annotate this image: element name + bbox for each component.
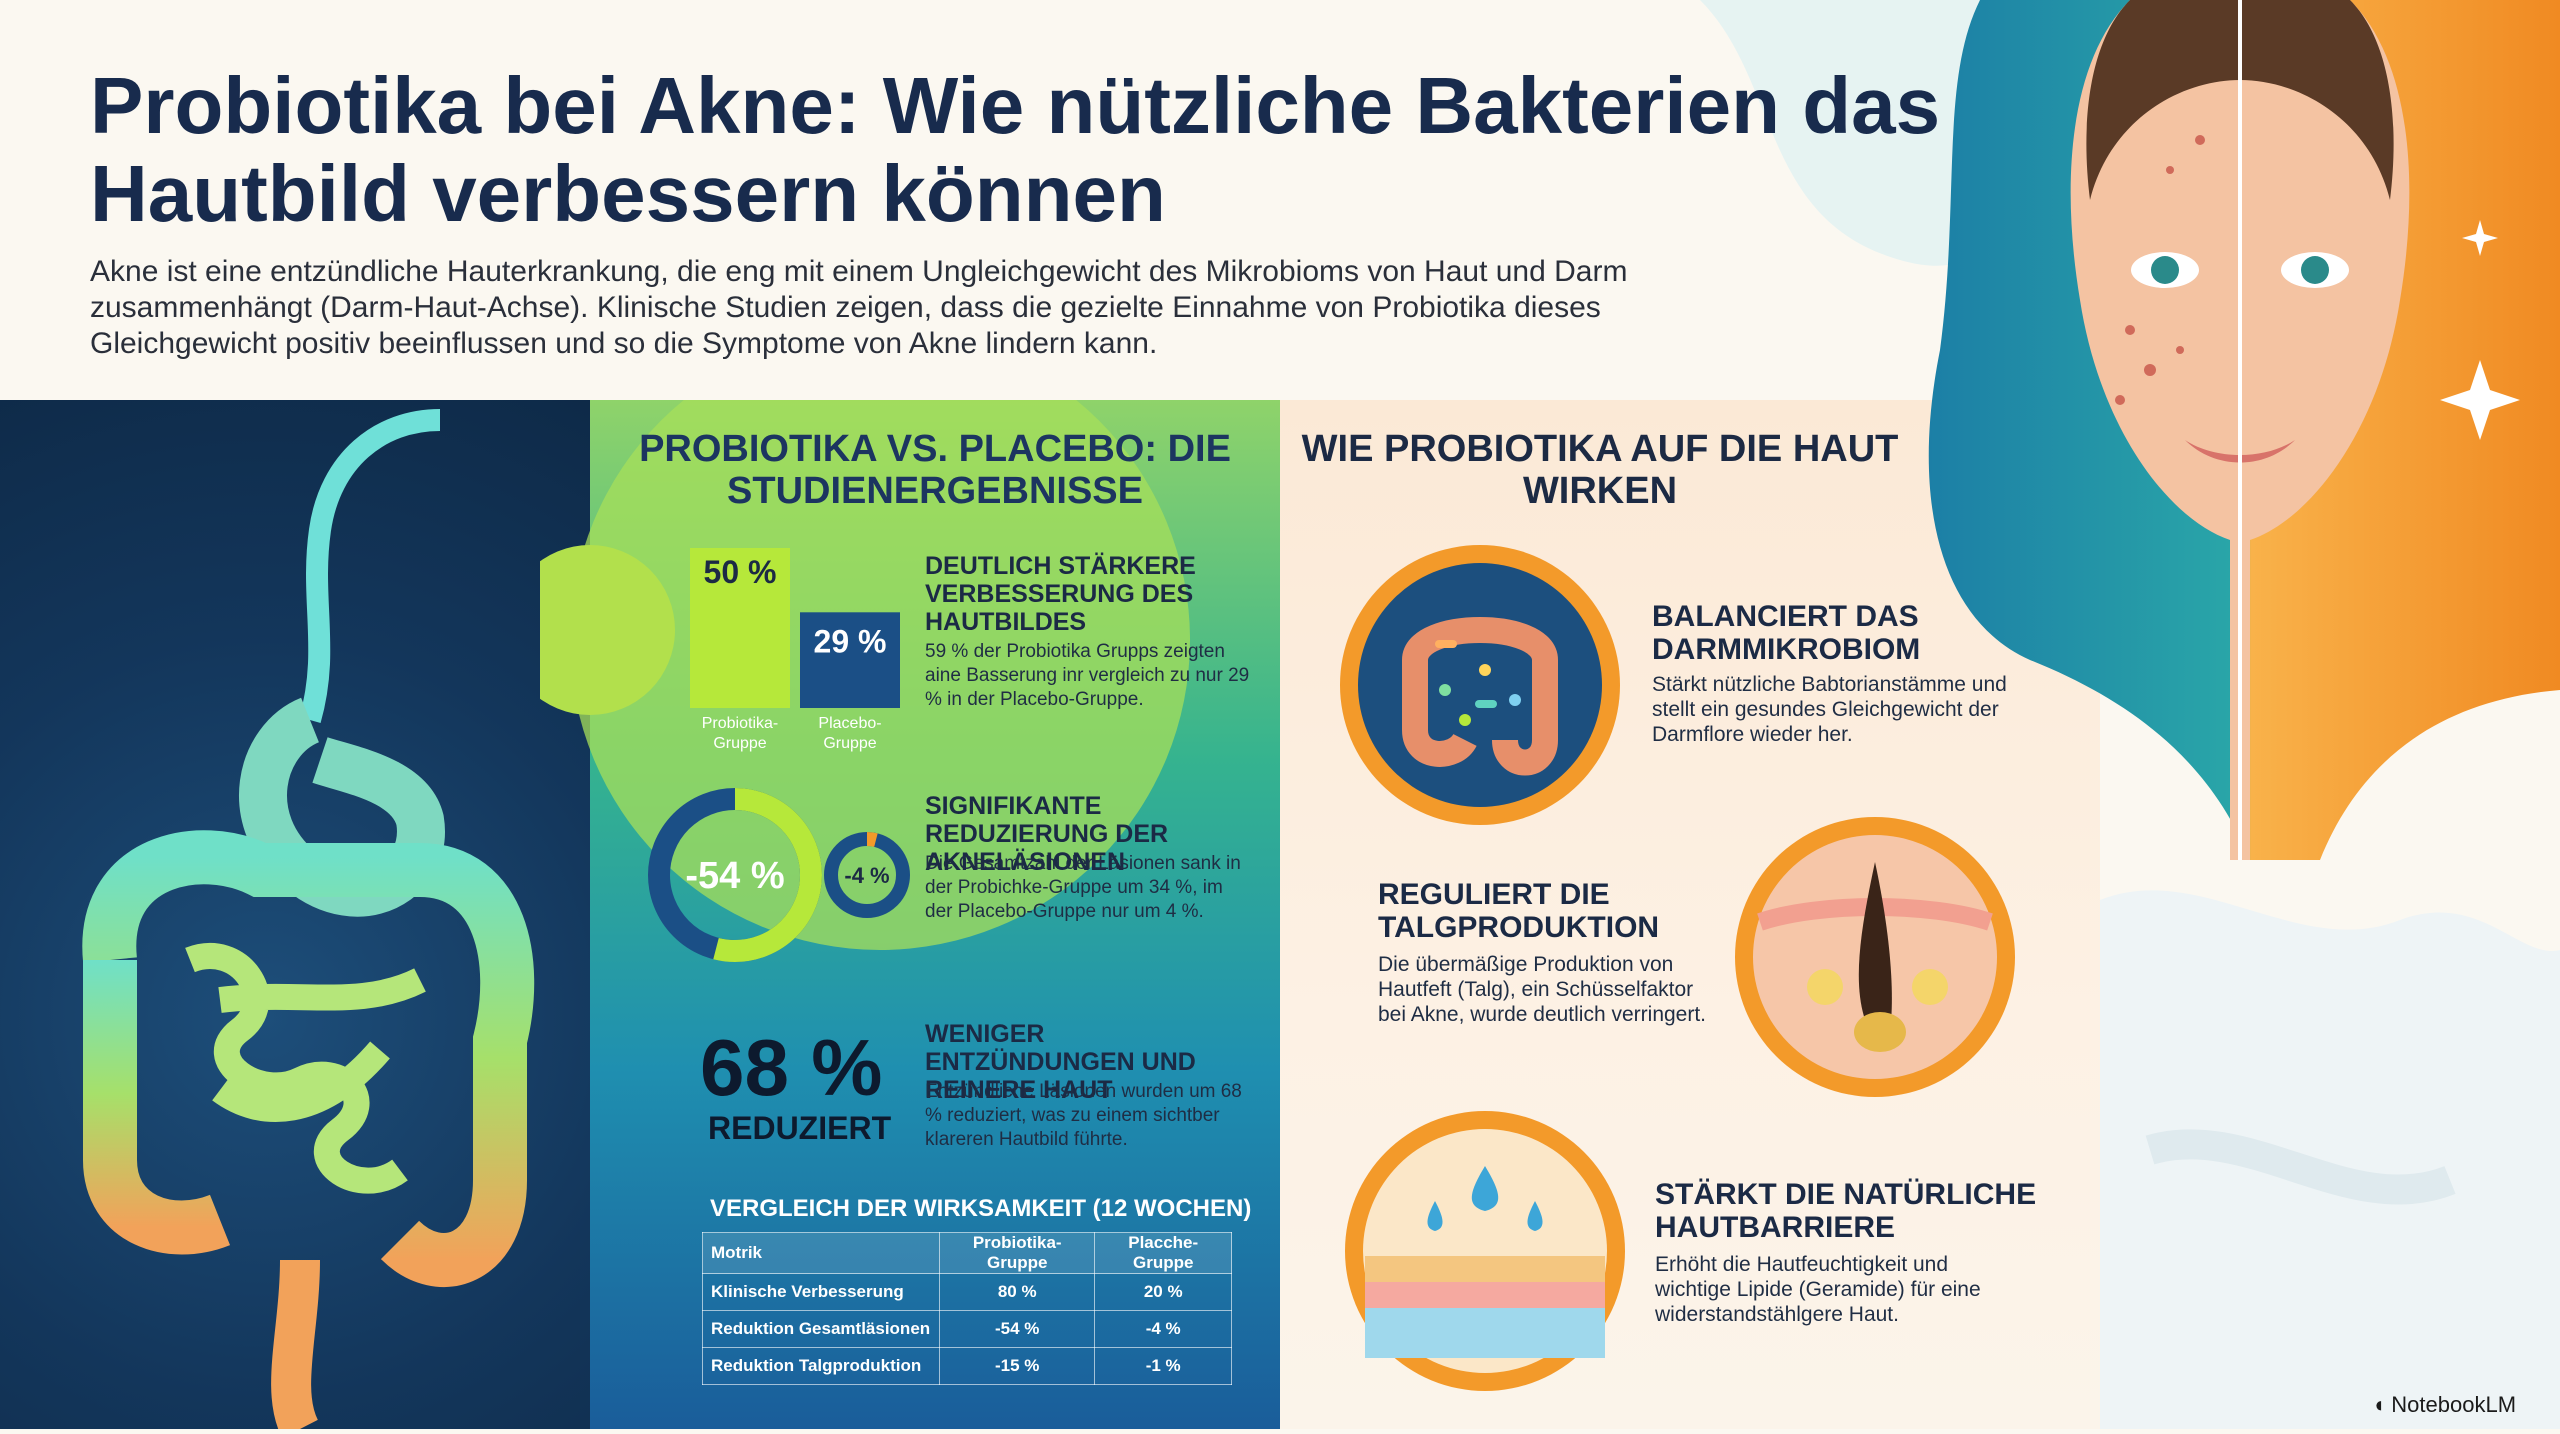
table-cell: 20 % [1094, 1273, 1232, 1311]
mechanism-heading: WIE PROBIOTIKA AUF DIE HAUT WIRKEN [1301, 428, 1899, 512]
table-cell: -1 % [1094, 1347, 1232, 1385]
gut-bacteria-icon [1340, 545, 1620, 825]
ring-placebo-progress [824, 832, 910, 918]
table-header-cell: Placche-Gruppe [1094, 1232, 1232, 1274]
table-cell: -15 % [938, 1347, 1096, 1385]
bar-placebo-label: Placebo-Gruppe [818, 715, 882, 752]
bar-probiotika [690, 548, 790, 708]
table-cell: Klinische Verbesserung [702, 1273, 940, 1311]
mechanism-item3-text: Erhöht die Hautfeuchtigkeit und wichtige… [1655, 1253, 1981, 1326]
comparison-table-title: VERGLEICH DER WIRKSAMKEIT (12 WOCHEN) [710, 1195, 1252, 1222]
notebooklm-icon: ◖ [2372, 1392, 2386, 1417]
table-row: Klinische Verbesserung 80 % 20 % [702, 1273, 1232, 1311]
study-item2-text: Die Gesamtzahl der Läsionen sank in der … [925, 853, 1241, 922]
brand-logo: ◖ NotebookLM [2372, 1392, 2516, 1418]
mechanism-item2-text: Die übermäßige Produktion von Hautfeft (… [1378, 953, 1707, 1026]
study-item1-text: 59 % der Probiotika Grupps zeigten aine … [925, 641, 1250, 710]
brand-name: NotebookLM [2391, 1392, 2517, 1417]
page-title: Probiotika bei Akne: Wie nützliche Bakte… [90, 61, 1941, 238]
mechanism-item3-heading: STÄRKT DIE NATÜRLICHE HAUTBARRIERE [1655, 1178, 2037, 1244]
bar-chart: 50 % 29 % [690, 548, 900, 708]
table-header-row: Motrik Probiotika-Gruppe Placche-Gruppe [702, 1232, 1232, 1274]
table-header-cell: Motrik [702, 1232, 940, 1274]
intro-text: Akne ist eine entzündliche Hauterkrankun… [90, 255, 1628, 360]
ring-charts: -54 % -4 % [648, 788, 910, 962]
study-heading: PROBIOTIKA VS. PLACEBO: DIE STUDIENERGEB… [639, 428, 1231, 512]
sebaceous-gland-icon [1735, 817, 2015, 1097]
digestive-tract-icon [82, 409, 535, 1434]
ring-probiotika-value: -54 % [685, 855, 784, 897]
bar-placebo [800, 612, 900, 708]
table-cell: 80 % [938, 1273, 1096, 1311]
mechanism-item2-heading: REGULIERT DIE TALGPRODUKTION [1378, 878, 1660, 944]
big-number: 68 % [700, 1023, 883, 1112]
table-cell: -4 % [1094, 1310, 1232, 1348]
bar-placebo-value: 29 % [814, 623, 887, 659]
table-cell: Reduktion Gesamtläsionen [702, 1310, 940, 1348]
mechanism-item1-heading: BALANCIERT DAS DARMMIKROBIOM [1652, 600, 1921, 666]
skin-barrier-icon [1345, 1111, 1625, 1391]
big-number-label: REDUZIERT [708, 1110, 892, 1146]
comparison-table: Motrik Probiotika-Gruppe Placche-Gruppe … [702, 1232, 1232, 1385]
bar-probiotika-label: Probiotika-Gruppe [701, 715, 779, 752]
study-item3-heading: WENIGER ENTZÜNDUNGEN UND REINERE HAUT [925, 1020, 1196, 1104]
study-item1-heading: DEUTLICH STÄRKERE VERBESSERUNG DES HAUTB… [925, 552, 1196, 636]
study-item2-heading: SIGNIFIKANTE REDUZIERUNG DER AKNELÄSIONE… [925, 792, 1169, 876]
bar-probiotika-value: 50 % [704, 554, 777, 590]
study-item3-text: Entzündliche Läsionen wurden um 68 % red… [925, 1081, 1242, 1150]
mechanism-item1-text: Stärkt nützliche Babtorianstämme und ste… [1652, 673, 2007, 746]
table-header-cell: Probiotika-Gruppe [938, 1232, 1096, 1274]
face-illustration [1928, 0, 2560, 860]
table-row: Reduktion Gesamtläsionen -54 % -4 % [702, 1310, 1232, 1348]
gut-illustration-panel [0, 400, 590, 1434]
table-row: Reduktion Talgproduktion -15 % -1 % [702, 1347, 1232, 1385]
table-cell: Reduktion Talgproduktion [702, 1347, 940, 1385]
table-cell: -54 % [938, 1310, 1096, 1348]
ring-probiotika-progress [648, 788, 822, 962]
ring-placebo-value: -4 % [844, 863, 889, 888]
